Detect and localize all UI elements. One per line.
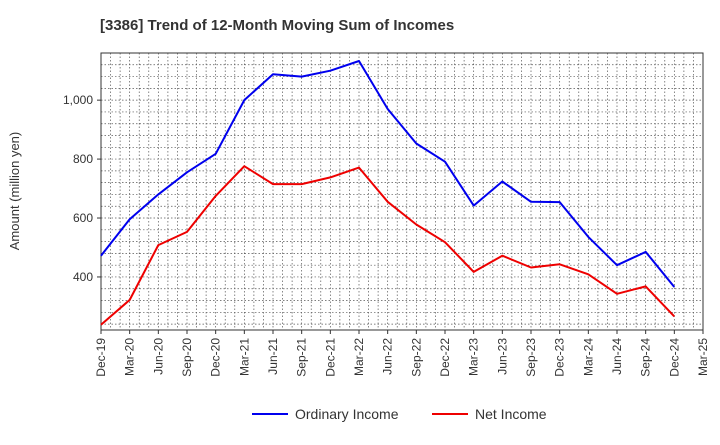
x-tick-label: Mar-21 bbox=[237, 338, 251, 376]
tick-labels: 400 600 800 1,000 Dec-19 Mar-20 Jun-20 Sep-20 De… bbox=[63, 93, 710, 377]
series-lines bbox=[100, 60, 676, 326]
x-tick-label: Jun-22 bbox=[381, 338, 395, 375]
x-tick-label: Mar-20 bbox=[123, 338, 137, 376]
x-tick-label: Jun-24 bbox=[610, 338, 624, 375]
y-tick-label: 600 bbox=[73, 211, 93, 225]
x-tick-label: Dec-22 bbox=[438, 338, 452, 377]
x-tick-label: Sep-22 bbox=[409, 338, 423, 377]
y-axis-label: Amount (million yen) bbox=[7, 132, 22, 251]
y-tick-label: 400 bbox=[73, 270, 93, 284]
x-tick-label: Jun-21 bbox=[266, 338, 280, 375]
y-tick-label: 1,000 bbox=[63, 93, 93, 107]
x-tick-label: Mar-23 bbox=[467, 338, 481, 376]
y-tick-label: 800 bbox=[73, 152, 93, 166]
x-tick-label: Mar-25 bbox=[696, 338, 710, 376]
x-tick-label: Sep-23 bbox=[524, 338, 538, 377]
legend: Ordinary Income Net Income bbox=[252, 406, 547, 422]
x-tick-label: Dec-24 bbox=[667, 338, 681, 377]
x-tick-label: Sep-20 bbox=[180, 338, 194, 377]
x-tick-label: Mar-22 bbox=[352, 338, 366, 376]
series-line-ordinary-income bbox=[100, 60, 676, 288]
legend-label: Ordinary Income bbox=[295, 406, 399, 422]
x-tick-label: Sep-21 bbox=[295, 338, 309, 377]
x-tick-label: Jun-23 bbox=[495, 338, 509, 375]
grid bbox=[101, 53, 703, 330]
x-tick-label: Jun-20 bbox=[151, 338, 165, 375]
x-tick-label: Sep-24 bbox=[639, 338, 653, 377]
axes bbox=[100, 52, 704, 331]
x-tick-label: Dec-23 bbox=[553, 338, 567, 377]
x-tick-label: Dec-21 bbox=[323, 338, 337, 377]
x-tick-label: Mar-24 bbox=[581, 338, 595, 376]
series-line-net-income bbox=[100, 165, 676, 326]
chart-title: [3386] Trend of 12-Month Moving Sum of I… bbox=[100, 17, 454, 34]
x-tick-label: Dec-19 bbox=[94, 338, 108, 377]
plot-frame bbox=[100, 52, 704, 331]
x-tick-label: Dec-20 bbox=[209, 338, 223, 377]
legend-label: Net Income bbox=[475, 406, 547, 422]
